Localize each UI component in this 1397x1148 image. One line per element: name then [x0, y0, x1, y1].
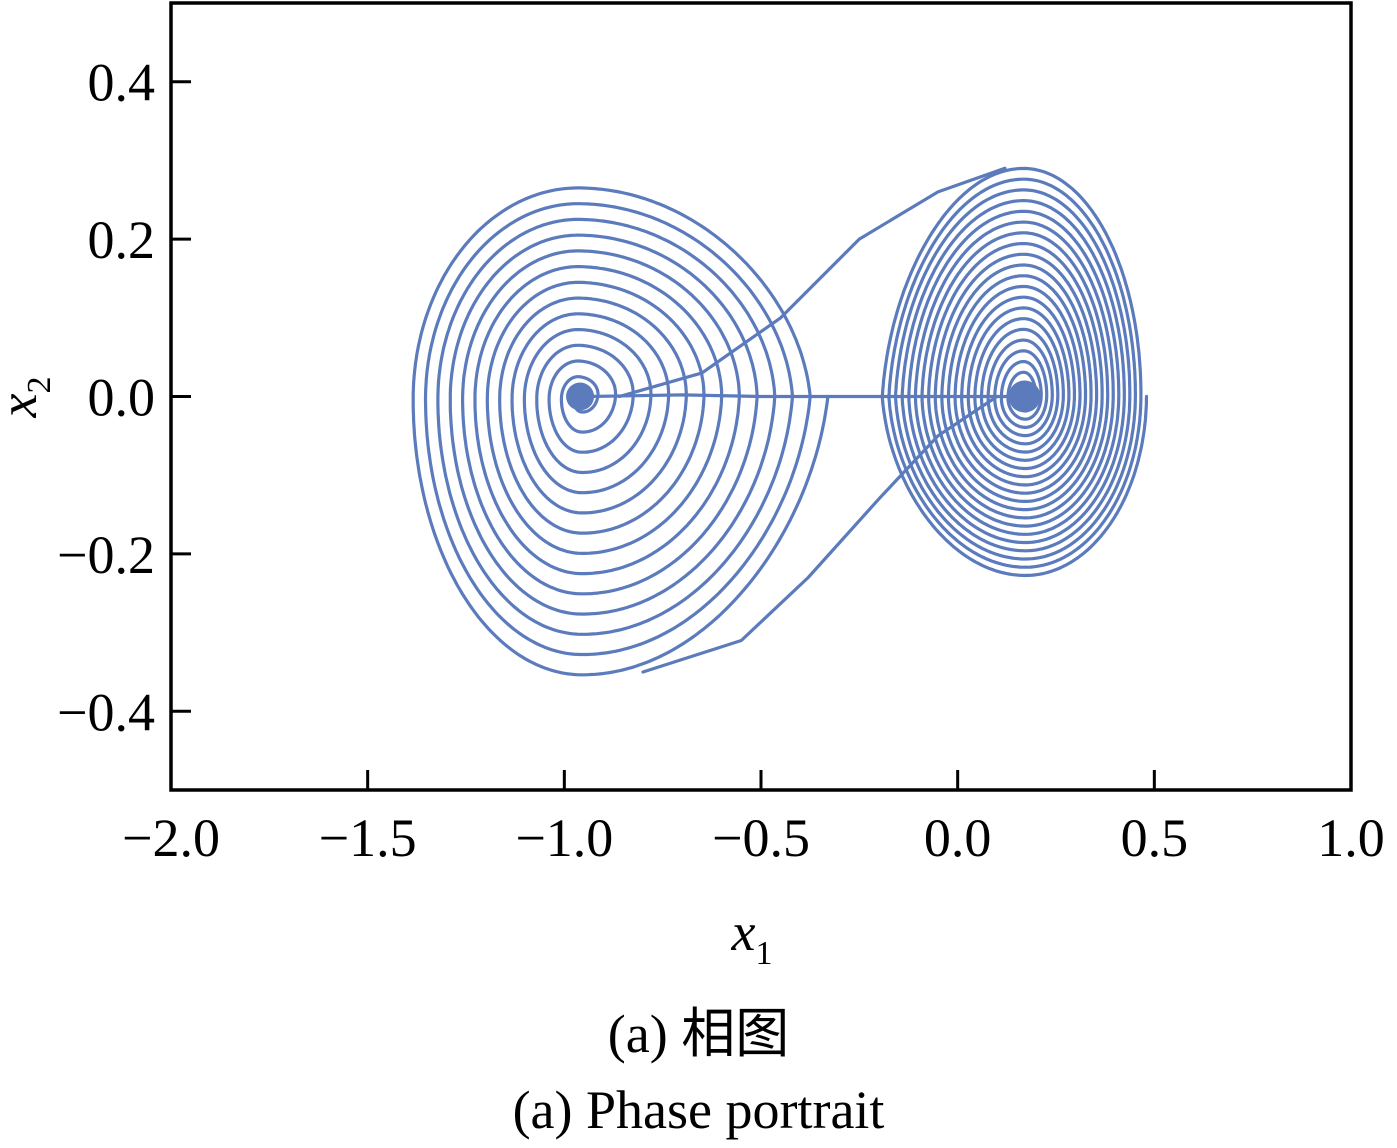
trajectory-connector [586, 393, 1027, 399]
caption-chinese: (a) 相图 [607, 1004, 790, 1064]
x-axis-ticks: −2.0 −1.5 −1.0 −0.5 0.0 0.5 1.0 [122, 770, 1385, 868]
x-tick-label: −0.5 [712, 808, 810, 868]
x-tick-label: 0.5 [1121, 808, 1189, 868]
y-axis-ticks: 0.4 0.2 0.0 −0.2 −0.4 [57, 53, 191, 742]
trajectory-group [411, 166, 1149, 677]
trajectory-transit-upper [617, 166, 1007, 399]
trajectory-transit-lower [641, 394, 999, 674]
plot-area [169, 1, 1353, 792]
y-tick-label: 0.2 [88, 210, 156, 270]
x-tick-label: −2.0 [122, 808, 220, 868]
y-tick-label: −0.4 [57, 682, 155, 742]
x-axis-label: x1 [731, 902, 773, 972]
left-equilibrium-point [566, 382, 595, 411]
y-axis-label: x2 [0, 377, 58, 419]
trajectory-right-lobe [880, 166, 1149, 578]
y-tick-label: 0.4 [88, 53, 156, 113]
y-tick-label: 0.0 [88, 368, 156, 428]
x-tick-label: 0.0 [924, 808, 992, 868]
caption-english: (a) Phase portrait [512, 1080, 885, 1140]
x-tick-label: 1.0 [1317, 808, 1385, 868]
x-tick-label: −1.0 [515, 808, 613, 868]
trajectory-left-lobe [411, 186, 830, 677]
x-tick-label: −1.5 [319, 808, 417, 868]
y-tick-label: −0.2 [57, 525, 155, 585]
